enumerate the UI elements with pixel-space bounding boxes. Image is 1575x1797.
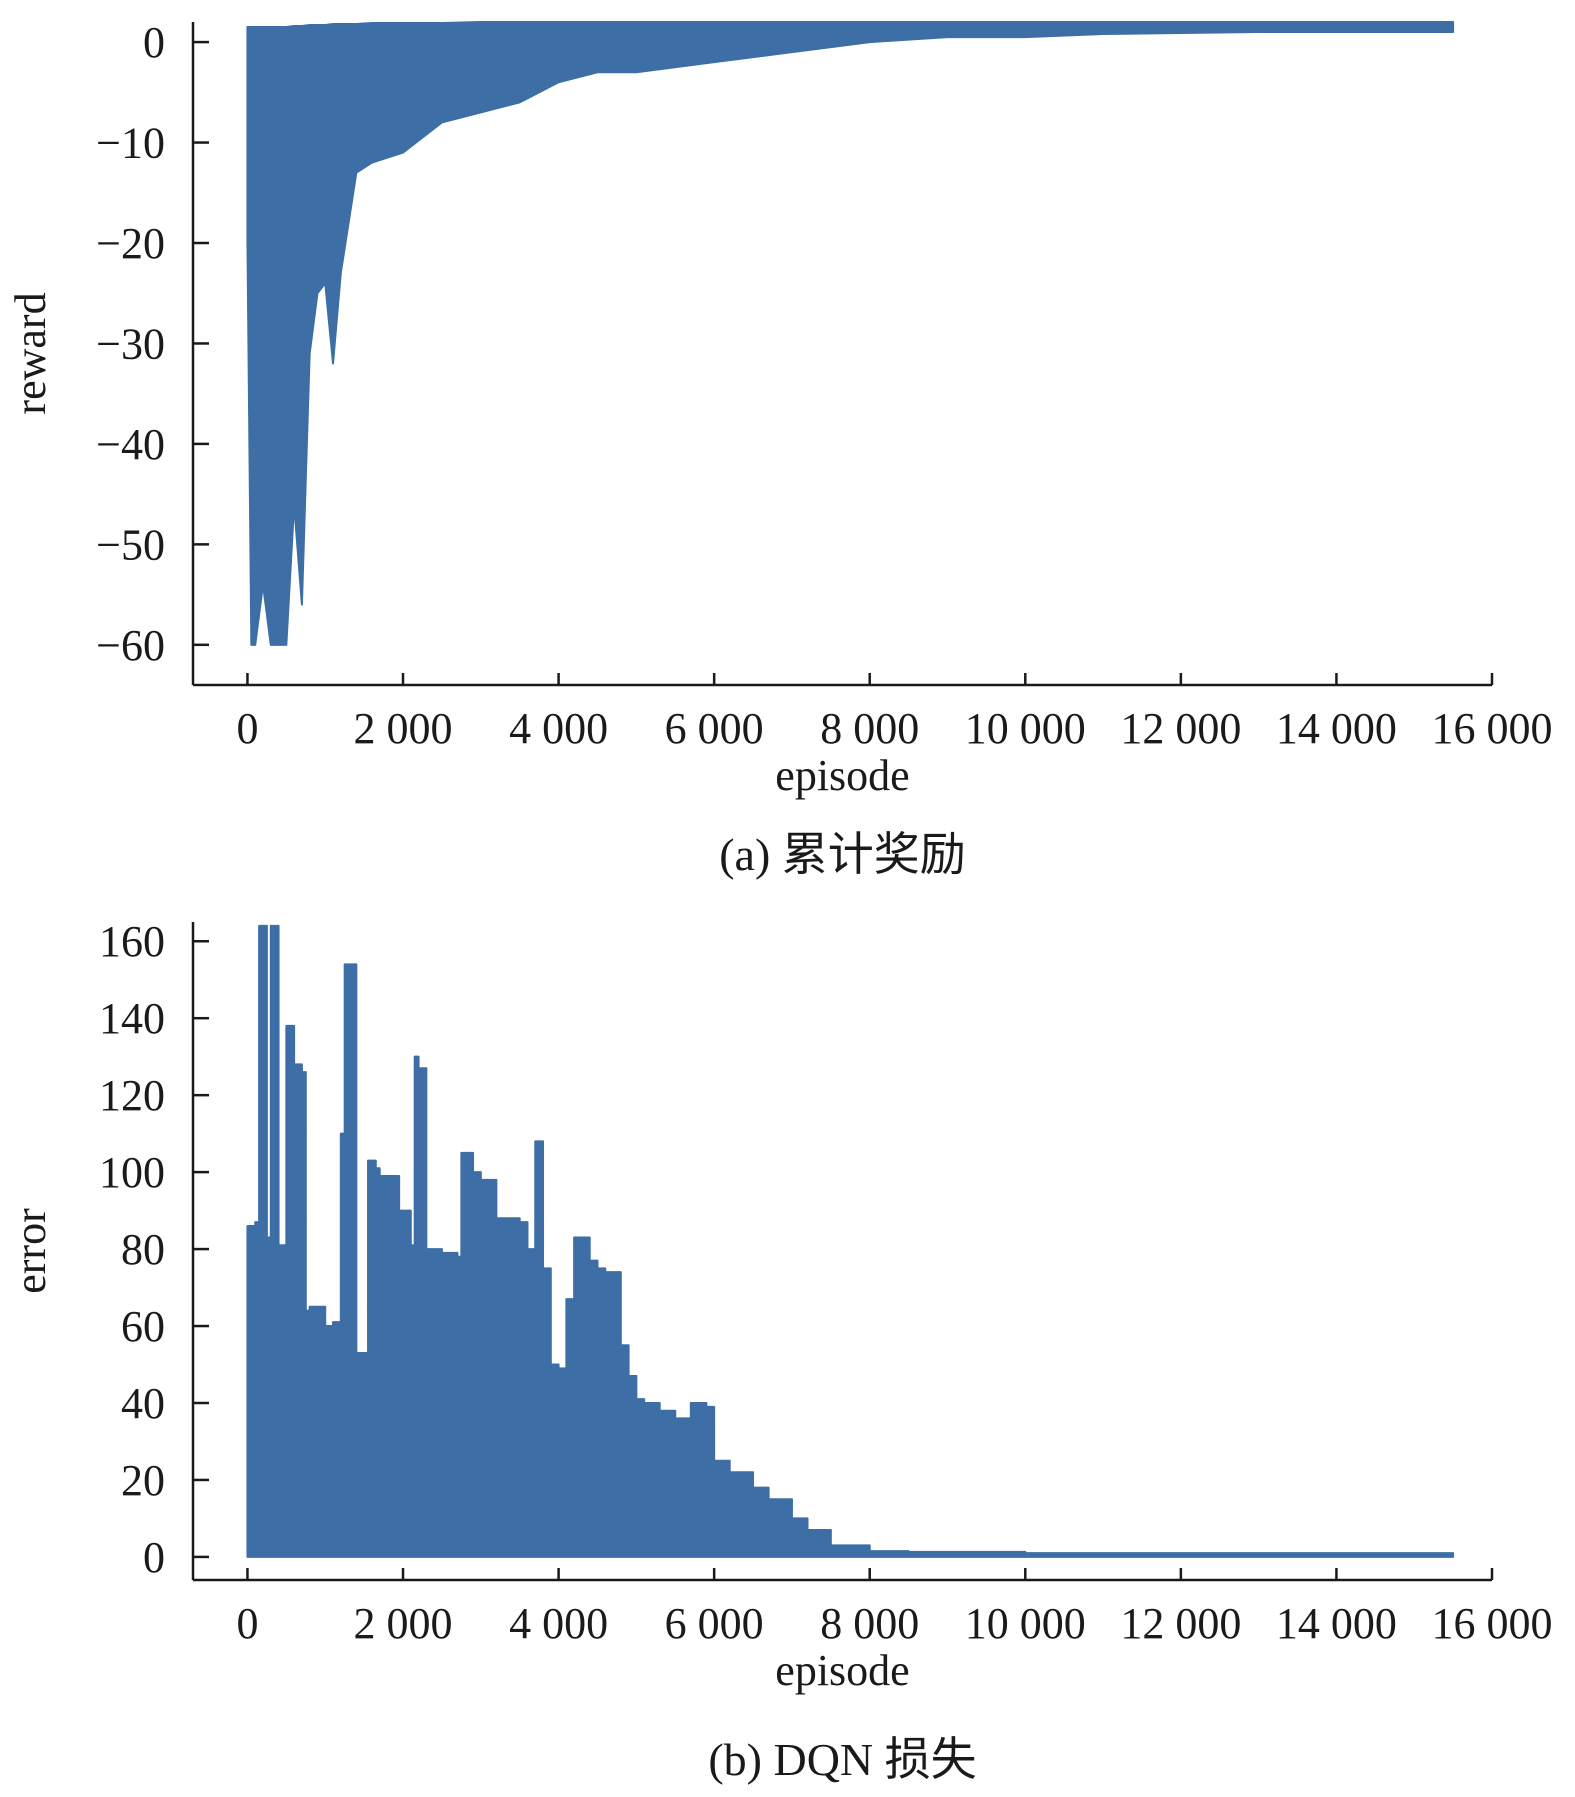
x-tick-label: 16 000: [1432, 1599, 1553, 1648]
y-tick-label: 20: [121, 1456, 165, 1505]
reward-y-ticks: 0 −10 −20 −30 −40 −50 −60: [96, 18, 209, 670]
reward-x-axis-title: episode: [775, 751, 909, 800]
reward-chart: 0 2 000 4 000 6 000 8 000 10 000 12 000 14 000 1…: [6, 18, 1553, 880]
x-tick-label: 6 000: [665, 1599, 764, 1648]
x-tick-label: 4 000: [509, 1599, 608, 1648]
y-tick-label: −10: [96, 119, 165, 168]
y-tick-label: 80: [121, 1225, 165, 1274]
reward-axes: [191, 22, 1492, 687]
y-tick-label: 0: [143, 1533, 165, 1582]
x-tick-label: 0: [236, 1599, 258, 1648]
x-tick-label: 8 000: [820, 1599, 919, 1648]
loss-axes: [191, 922, 1492, 1582]
loss-y-ticks: 0 20 40 60 80 100 120 140 160: [99, 917, 209, 1582]
x-tick-label: 12 000: [1120, 1599, 1241, 1648]
reward-x-ticks: 0 2 000 4 000 6 000 8 000 10 000 12 000 14 000 1…: [236, 673, 1553, 753]
reward-caption: (a) 累计奖励: [719, 829, 966, 880]
loss-x-ticks: 0 2 000 4 000 6 000 8 000 10 000 12 000 14 000 1…: [236, 1568, 1553, 1648]
x-tick-label: 10 000: [965, 704, 1086, 753]
loss-series-area: [246, 924, 1455, 1558]
y-tick-label: −30: [96, 319, 165, 368]
x-tick-label: 4 000: [509, 704, 608, 753]
y-tick-label: 120: [99, 1071, 165, 1120]
y-tick-label: 160: [99, 917, 165, 966]
loss-series-0: [246, 924, 1455, 1558]
x-tick-label: 8 000: [820, 704, 919, 753]
x-tick-label: 14 000: [1276, 1599, 1397, 1648]
y-tick-label: −50: [96, 520, 165, 569]
x-tick-label: 2 000: [354, 1599, 453, 1648]
x-tick-label: 2 000: [354, 704, 453, 753]
y-tick-label: 100: [99, 1148, 165, 1197]
y-tick-label: 60: [121, 1302, 165, 1351]
reward-series-area: [246, 21, 1455, 646]
x-tick-label: 12 000: [1120, 704, 1241, 753]
y-tick-label: −40: [96, 420, 165, 469]
loss-chart: 0 2 000 4 000 6 000 8 000 10 000 12 000 14 000 1…: [6, 917, 1553, 1785]
x-tick-label: 10 000: [965, 1599, 1086, 1648]
y-tick-label: −20: [96, 219, 165, 268]
loss-caption: (b) DQN 损失: [708, 1734, 976, 1785]
reward-series-0: [246, 21, 1455, 646]
y-tick-label: 40: [121, 1379, 165, 1428]
reward-y-axis-title: reward: [6, 292, 55, 414]
x-tick-label: 0: [236, 704, 258, 753]
loss-x-axis-title: episode: [775, 1646, 909, 1695]
loss-y-axis-title: error: [6, 1208, 55, 1294]
y-tick-label: 140: [99, 994, 165, 1043]
x-tick-label: 14 000: [1276, 704, 1397, 753]
y-tick-label: 0: [143, 18, 165, 67]
x-tick-label: 16 000: [1432, 704, 1553, 753]
y-tick-label: −60: [96, 621, 165, 670]
x-tick-label: 6 000: [665, 704, 764, 753]
